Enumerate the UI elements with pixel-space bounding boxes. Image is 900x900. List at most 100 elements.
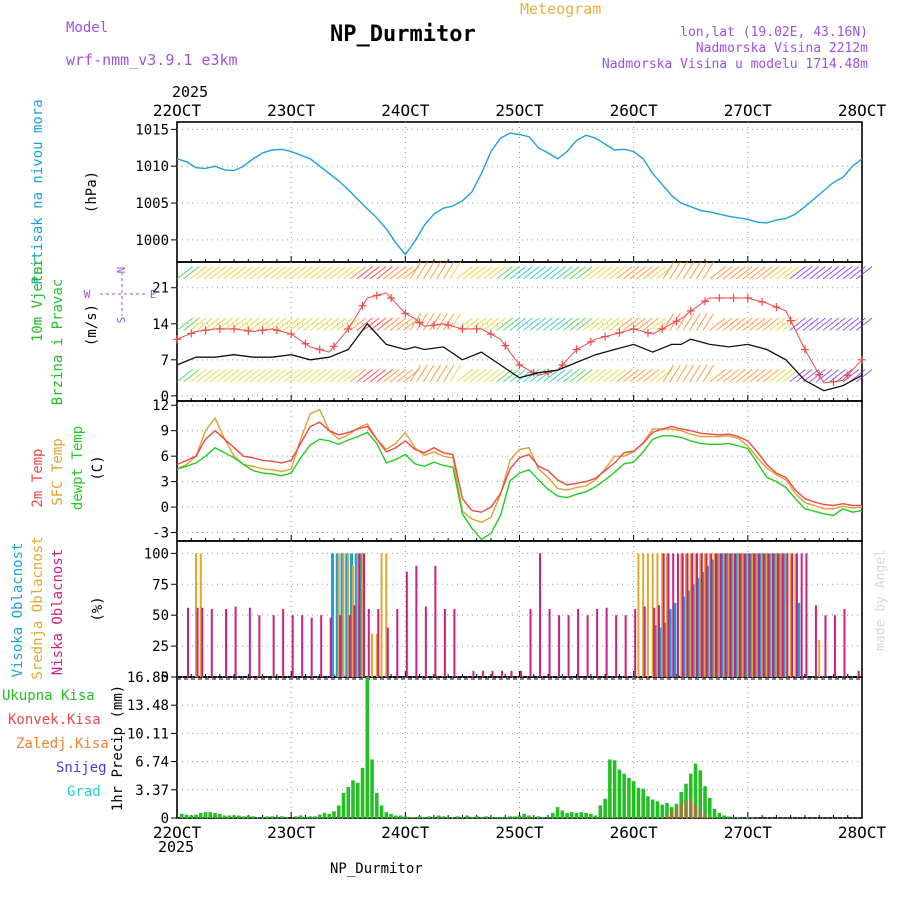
wind-barb (829, 369, 846, 383)
gust-marker (358, 301, 367, 310)
gust-marker (315, 345, 324, 354)
wind-barb (396, 266, 413, 280)
precip-total-bar (332, 811, 336, 818)
precip-conv-bar (693, 804, 698, 818)
wind-barb (609, 317, 626, 331)
wind-barb (203, 266, 220, 280)
wind-barb (582, 266, 600, 280)
wind-barb (316, 266, 333, 280)
precip-total-bar (322, 812, 327, 818)
wind-barb (822, 317, 840, 331)
wind-barb (496, 317, 513, 331)
precip-total-bar (460, 817, 465, 818)
precip-total-bar (275, 817, 279, 818)
wind-barb (396, 369, 413, 383)
precip-total-bar (246, 815, 251, 818)
wind-barb (176, 369, 194, 383)
precip-total-bar (336, 805, 341, 818)
wind-barb (463, 266, 480, 280)
precip-total-bar (631, 781, 636, 818)
wind-barb (829, 266, 846, 280)
wind-barb (602, 317, 620, 331)
precip-ylabel: 1hr Precip (mm) (110, 685, 126, 811)
precip-ytick-label: 10.11 (127, 726, 169, 742)
wind-barb (649, 369, 666, 383)
wind-barb (283, 369, 300, 383)
wind-barb (236, 317, 254, 331)
precip-total-bar (451, 817, 455, 818)
wind-barb (616, 266, 633, 280)
model-value: wrf-nmm_v3.9.1 e3km (66, 51, 238, 69)
precip-total-bar (508, 816, 512, 818)
pressure-line (176, 132, 863, 256)
precip-total-bar (731, 817, 736, 818)
wind-barb (602, 266, 620, 280)
precip-total-bar (189, 815, 194, 818)
gust-marker (230, 324, 239, 333)
wind-barb (422, 313, 435, 331)
wind-barb (509, 369, 527, 383)
wind-barb (782, 266, 800, 280)
precip-total-bar (479, 817, 484, 818)
wind-ytick-label: 14 (152, 317, 169, 333)
wind-barb (582, 369, 600, 383)
wind-barb (223, 266, 240, 280)
precip-total-bar (346, 787, 351, 818)
gust-marker (615, 328, 624, 337)
wind-barb (436, 261, 448, 280)
precip-total-bar (251, 816, 255, 818)
gust-marker (301, 339, 310, 348)
wind-barb (469, 266, 487, 280)
cloud-ytick-label: 50 (152, 608, 169, 624)
bottom-date-label: 28OCT (838, 823, 887, 842)
wind-barb (276, 369, 293, 383)
precip-total-bar (260, 817, 265, 818)
wind-barb (463, 317, 480, 331)
wind-barb (762, 369, 780, 383)
wind-barb (349, 317, 367, 331)
wind-barb (469, 369, 487, 383)
precip-total-bar (375, 792, 379, 818)
precip-total-bar (750, 817, 755, 818)
bottom-date-label: 22OCT (153, 823, 202, 842)
wind-barb (789, 266, 806, 280)
pressure-ytick-label: 1010 (135, 159, 169, 175)
wind-barb (442, 364, 455, 383)
precip-total-bar (589, 813, 593, 818)
wind-ytick-label: 7 (161, 353, 169, 369)
wind-barb (729, 317, 746, 331)
precip-conv-bar (688, 798, 693, 818)
wind-barb (463, 369, 480, 383)
wind-barb (289, 317, 307, 331)
compass-s: S (115, 317, 128, 324)
gust-marker (515, 360, 524, 369)
precip-total-bar (379, 805, 384, 818)
precip-total-bar (218, 813, 222, 818)
wind-barb (849, 266, 866, 280)
wind-barb (716, 266, 733, 280)
wind-barb (196, 266, 214, 280)
precip-total-bar (665, 802, 669, 818)
wind-barb (542, 266, 560, 280)
wind-barb (556, 369, 573, 383)
wind-barb (849, 317, 866, 331)
precip-total-bar (612, 760, 617, 818)
lonlat-label: lon,lat (19.02E, 43.16N) (680, 25, 868, 40)
wind-barb (616, 317, 633, 331)
mid-cloud-label: Srednja Oblacnost (30, 536, 46, 679)
wind-barb (389, 266, 407, 280)
wind-barb (216, 266, 234, 280)
precip-total-bar (493, 817, 498, 818)
precip-total-bar (636, 787, 641, 818)
wind-barb (369, 369, 387, 383)
wind-barb (576, 266, 593, 280)
gust-marker (658, 324, 667, 333)
wind-barb (489, 266, 507, 280)
wind-barb (769, 317, 786, 331)
bottom-date-label: 23OCT (267, 823, 316, 842)
wind-barb (829, 317, 846, 331)
gust-marker (643, 328, 652, 337)
bottom-date-label: 24OCT (381, 823, 430, 842)
precip-total-bar (712, 808, 717, 818)
wind-barb (742, 266, 760, 280)
